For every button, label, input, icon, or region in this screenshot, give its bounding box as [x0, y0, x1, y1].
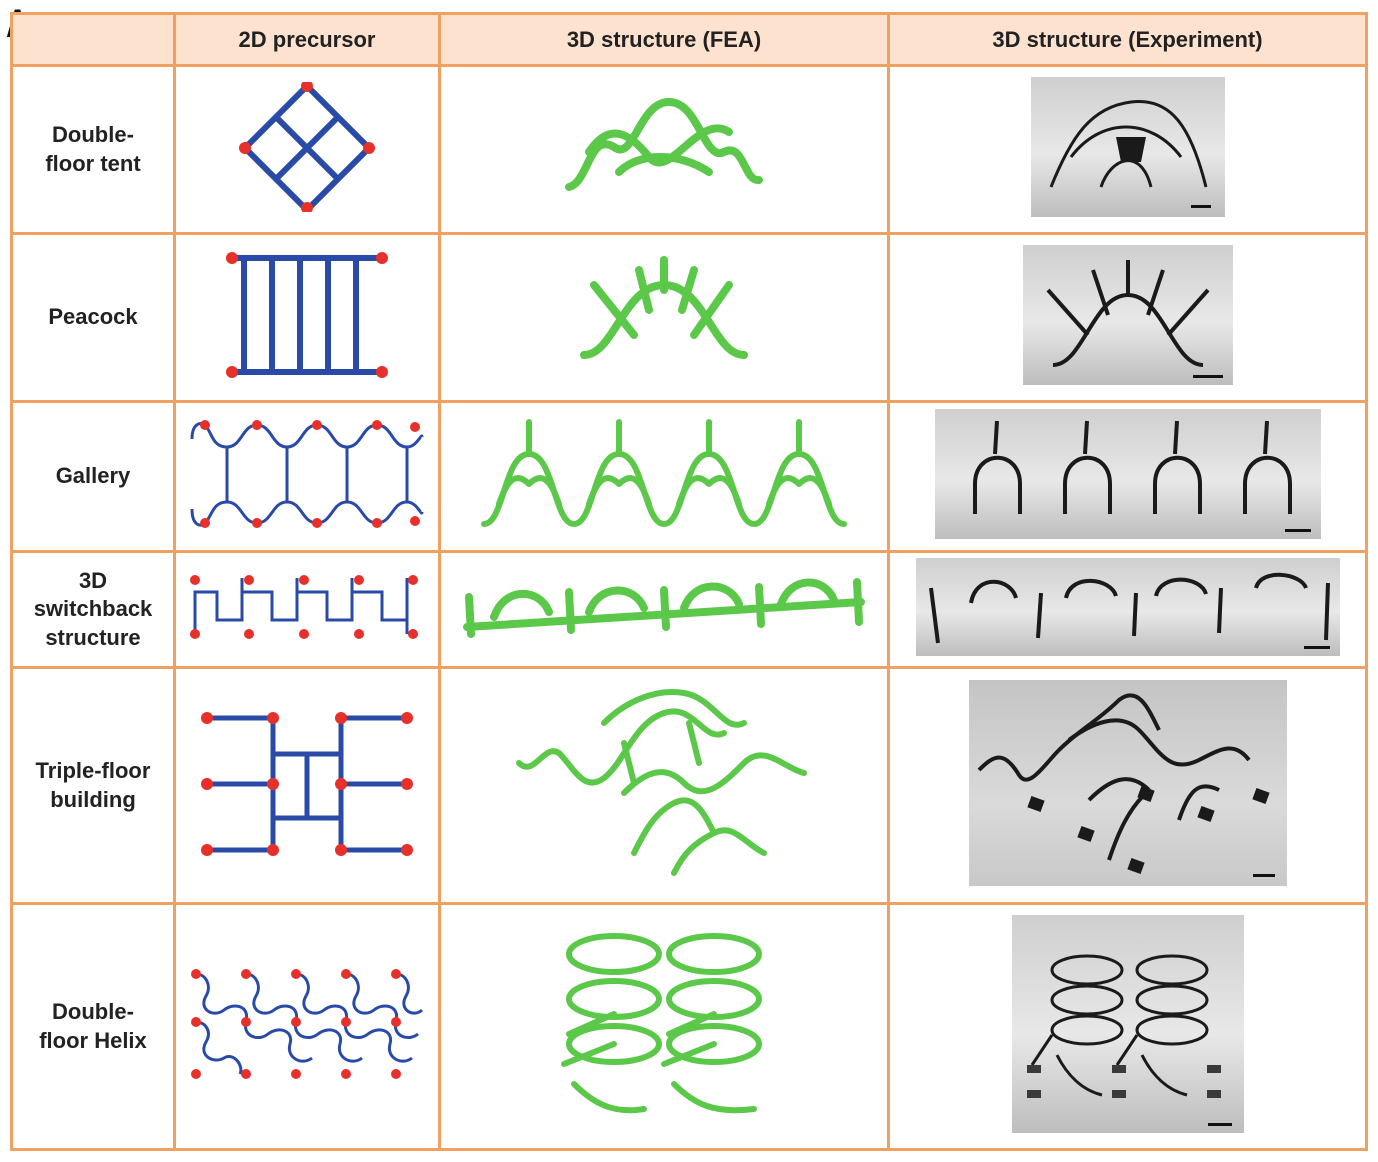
photo-gallery [972, 420, 1311, 532]
row-double-floor-tent: Double- floor tent [10, 64, 1368, 235]
row-triple-floor-building: Triple-floor building [10, 666, 1368, 905]
precursor-2d [173, 902, 441, 1151]
fea-helix [561, 933, 762, 1114]
experiment-photo [887, 400, 1368, 553]
experiment-photo [887, 902, 1368, 1151]
precursor-2d [173, 666, 441, 905]
photo-building [977, 693, 1275, 877]
row-gallery: Gallery [10, 400, 1368, 553]
experiment-photo [887, 64, 1368, 235]
corner-header [10, 12, 176, 67]
precursor-2d [173, 64, 441, 235]
fea-tent [565, 97, 763, 191]
row-double-floor-helix: Double- floor Helix [10, 902, 1368, 1151]
fea-peacock [580, 256, 748, 359]
row-label: Double- floor tent [10, 64, 176, 235]
helix-precursor [191, 969, 424, 1079]
row-peacock: Peacock [10, 232, 1368, 403]
experiment-photo [887, 232, 1368, 403]
row-label: 3D switchback structure [10, 550, 176, 669]
fea-building [516, 689, 807, 876]
header-2d-precursor: 2D precursor [173, 12, 441, 67]
experiment-photo [887, 666, 1368, 905]
row-label: Triple-floor building [10, 666, 176, 905]
fea-switchback [463, 578, 865, 638]
precursor-2d [173, 400, 441, 553]
fea-render [438, 64, 890, 235]
building-precursor [201, 712, 413, 856]
photo-tent [1049, 99, 1211, 208]
row-label: Peacock [10, 232, 176, 403]
header-3d-fea: 3D structure (FEA) [438, 12, 890, 67]
switchback-precursor [190, 575, 418, 639]
photo-switchback [928, 572, 1330, 649]
ladder-precursor [226, 252, 388, 378]
row-switchback: 3D switchback structure [10, 550, 1368, 669]
diamond-grid-precursor [239, 80, 375, 215]
experiment-photo [887, 550, 1368, 669]
wavy-precursor [190, 419, 424, 528]
precursor-2d [173, 232, 441, 403]
photo-peacock [1046, 260, 1223, 378]
fea-render [438, 232, 890, 403]
row-label: Gallery [10, 400, 176, 553]
fea-render [438, 902, 890, 1151]
fea-gallery [481, 419, 847, 528]
photo-helix [1026, 954, 1232, 1126]
fea-render [438, 400, 890, 553]
header-3d-experiment: 3D structure (Experiment) [887, 12, 1368, 67]
row-label: Double- floor Helix [10, 902, 176, 1151]
precursor-2d [173, 550, 441, 669]
fea-render [438, 550, 890, 669]
fea-render [438, 666, 890, 905]
figure-table: 2D precursor 3D structure (FEA) 3D struc… [10, 12, 1368, 1151]
